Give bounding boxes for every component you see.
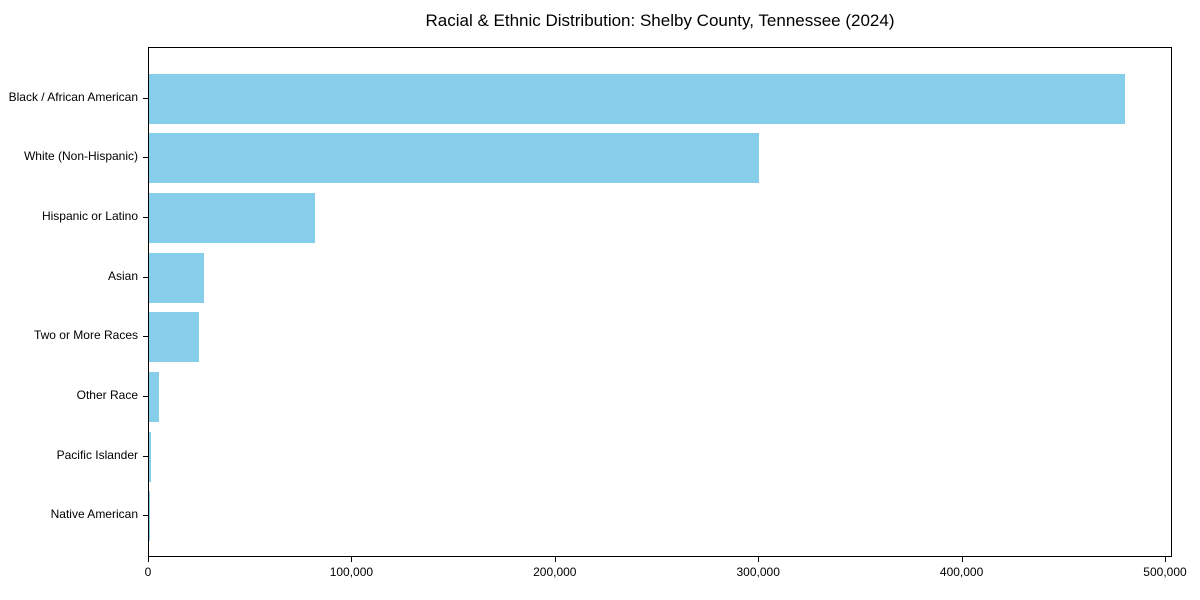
bar-other-race [149, 372, 159, 422]
y-tick-label: Asian [107, 268, 138, 283]
y-tick-label: Black / African American [8, 89, 138, 104]
x-tick-mark [1165, 557, 1166, 562]
x-tick-label: 300,000 [736, 565, 780, 579]
y-tick-mark [143, 97, 148, 99]
y-tick-mark [143, 396, 148, 397]
y-tick-mark [143, 336, 148, 338]
bar-two-or-more-races [149, 312, 199, 363]
bar-pacific-islander [149, 431, 151, 482]
x-tick-label: 0 [144, 565, 152, 579]
y-tick-mark [143, 157, 148, 159]
x-tick-label: 500,000 [1143, 565, 1187, 579]
chart-title: Racial & Ethnic Distribution: Shelby Cou… [425, 11, 895, 30]
x-tick-mark [554, 557, 556, 562]
bar-hispanic-or-latino [149, 192, 315, 243]
y-tick-mark [143, 515, 148, 517]
y-tick-mark [143, 216, 148, 218]
y-tick-label: Two or More Races [33, 328, 138, 343]
x-tick-label: 200,000 [533, 565, 577, 579]
y-tick-label: Native American [50, 507, 138, 522]
x-tick-mark [351, 557, 353, 562]
y-tick-label: Pacific Islander [56, 447, 138, 462]
bar-white-non-hispanic [149, 133, 759, 184]
bar-asian [149, 252, 204, 303]
x-tick-mark [758, 557, 760, 562]
y-tick-mark [143, 455, 148, 457]
plot-area [148, 47, 1172, 557]
y-tick-label: Hispanic or Latino [41, 208, 138, 223]
x-tick-label: 400,000 [939, 565, 984, 579]
y-tick-label: Other Race [76, 388, 138, 402]
bar-native-american [149, 491, 150, 542]
x-tick-mark [961, 557, 963, 562]
x-tick-mark [148, 557, 149, 562]
y-tick-label: White (Non-Hispanic) [23, 149, 138, 164]
bar-black-african-american [149, 73, 1125, 124]
x-tick-label: 100,000 [329, 565, 374, 579]
y-tick-mark [143, 276, 148, 278]
